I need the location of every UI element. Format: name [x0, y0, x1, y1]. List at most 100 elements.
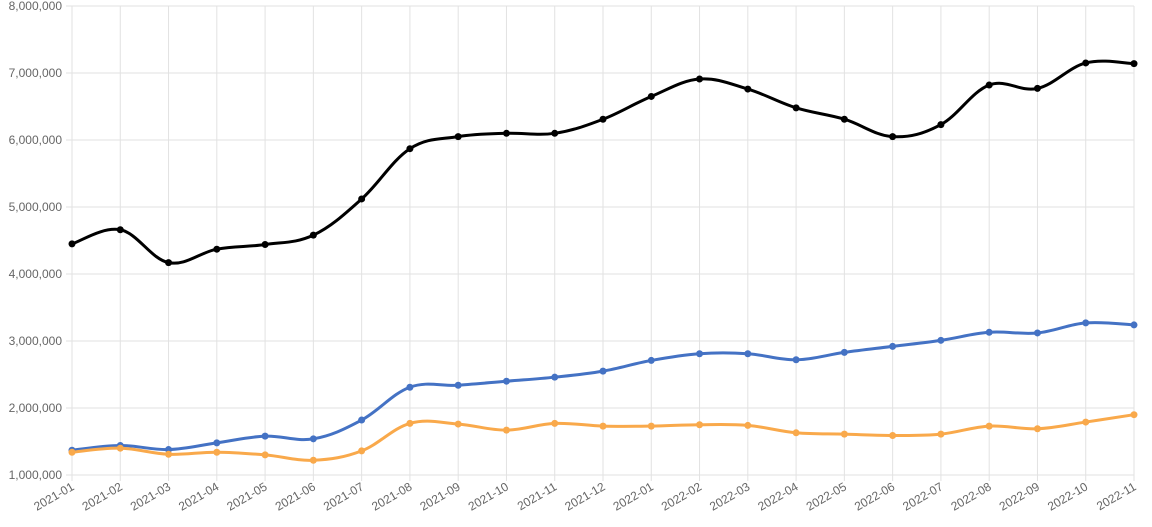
- data-point: [551, 129, 559, 137]
- data-point: [792, 356, 800, 364]
- data-point: [792, 429, 800, 437]
- data-point: [985, 422, 993, 430]
- y-tick-label: 8,000,000: [9, 0, 63, 13]
- x-tick-label: 2022-10: [1045, 479, 1090, 513]
- data-point: [937, 336, 945, 344]
- data-point: [165, 450, 173, 458]
- x-tick-label: 2021-06: [273, 479, 318, 513]
- data-point: [599, 367, 607, 375]
- data-point: [696, 75, 704, 83]
- data-point: [792, 104, 800, 112]
- data-point: [261, 432, 269, 440]
- x-tick-label: 2022-05: [804, 479, 849, 513]
- data-point: [889, 133, 897, 141]
- data-point: [1033, 425, 1041, 433]
- y-axis: 1,000,000 2,000,000 3,000,000 4,000,000 5,00…: [9, 0, 63, 482]
- data-point: [889, 431, 897, 439]
- data-point: [68, 448, 76, 456]
- x-tick-label: 2022-02: [659, 479, 704, 513]
- data-point: [406, 383, 414, 391]
- data-point: [599, 422, 607, 430]
- x-tick-label: 2022-06: [852, 479, 897, 513]
- data-point: [309, 231, 317, 239]
- data-point: [406, 419, 414, 427]
- data-point: [1082, 319, 1090, 327]
- x-tick-label: 2022-09: [997, 479, 1042, 513]
- x-axis: 2021-01 2021-02 2021-03 2021-04 2021-05 2021-…: [31, 479, 1138, 513]
- data-point: [213, 245, 221, 253]
- data-point: [985, 81, 993, 89]
- x-tick-label: 2021-01: [31, 479, 76, 513]
- data-point: [889, 342, 897, 350]
- data-point: [358, 447, 366, 455]
- data-point: [213, 448, 221, 456]
- y-tick-label: 6,000,000: [9, 133, 63, 147]
- data-point: [358, 416, 366, 424]
- y-tick-label: 1,000,000: [9, 468, 63, 482]
- data-point: [551, 419, 559, 427]
- data-point: [358, 195, 366, 203]
- x-tick-label: 2022-07: [900, 479, 945, 513]
- x-tick-label: 2022-03: [707, 479, 752, 513]
- data-point: [937, 430, 945, 438]
- x-tick-label: 2021-08: [369, 479, 414, 513]
- x-tick-label: 2021-09: [418, 479, 463, 513]
- x-tick-label: 2021-03: [128, 479, 173, 513]
- data-point: [1033, 84, 1041, 92]
- data-point: [309, 435, 317, 443]
- x-tick-label: 2021-11: [515, 479, 560, 513]
- data-point: [406, 145, 414, 153]
- x-tick-label: 2022-04: [755, 479, 800, 513]
- x-tick-label: 2022-08: [949, 479, 994, 513]
- y-tick-label: 2,000,000: [9, 401, 63, 415]
- data-point: [985, 328, 993, 336]
- data-point: [551, 373, 559, 381]
- data-point: [116, 444, 124, 452]
- data-point: [261, 451, 269, 459]
- y-tick-label: 3,000,000: [9, 334, 63, 348]
- x-tick-label: 2021-04: [176, 479, 221, 513]
- data-point: [647, 422, 655, 430]
- data-point: [1033, 329, 1041, 337]
- x-tick-label: 2021-05: [224, 479, 269, 513]
- data-point: [213, 439, 221, 447]
- data-point: [599, 115, 607, 123]
- x-tick-label: 2021-12: [562, 479, 607, 513]
- data-point: [116, 226, 124, 234]
- data-point: [68, 240, 76, 248]
- x-tick-label: 2021-10: [466, 479, 511, 513]
- data-point: [744, 85, 752, 93]
- data-point: [502, 377, 510, 385]
- data-point: [309, 456, 317, 464]
- data-point: [1082, 59, 1090, 67]
- data-point: [454, 133, 462, 141]
- data-point: [937, 121, 945, 129]
- data-point: [696, 421, 704, 429]
- data-point: [1130, 321, 1138, 329]
- data-point: [744, 350, 752, 358]
- data-point: [261, 241, 269, 249]
- x-tick-label: 2021-02: [80, 479, 125, 513]
- y-tick-label: 4,000,000: [9, 267, 63, 281]
- data-point: [1130, 411, 1138, 419]
- series-1: [68, 59, 1138, 267]
- x-tick-label: 2022-11: [1094, 479, 1139, 513]
- data-point: [744, 421, 752, 429]
- y-tick-label: 5,000,000: [9, 200, 63, 214]
- data-point: [647, 92, 655, 100]
- data-point: [1130, 60, 1138, 68]
- data-point: [502, 129, 510, 137]
- data-point: [1082, 418, 1090, 426]
- data-point: [647, 356, 655, 364]
- data-point: [502, 426, 510, 434]
- data-point: [165, 259, 173, 267]
- data-point: [840, 430, 848, 438]
- chart-series: [68, 59, 1138, 464]
- chart-grid: [66, 5, 1135, 481]
- data-point: [454, 420, 462, 428]
- data-point: [840, 348, 848, 356]
- x-tick-label: 2021-07: [321, 479, 366, 513]
- x-tick-label: 2022-01: [611, 479, 656, 513]
- series-3: [68, 411, 1138, 464]
